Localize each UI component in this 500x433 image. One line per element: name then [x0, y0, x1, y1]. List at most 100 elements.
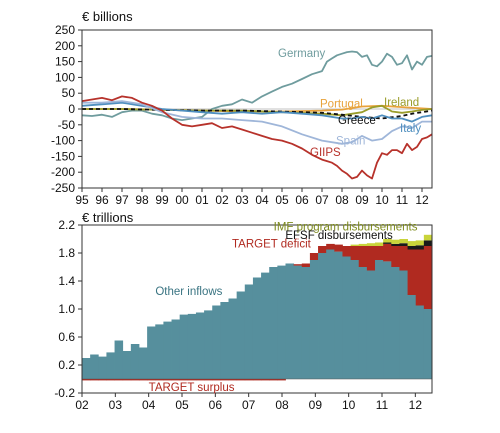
top-y-tick-label: 250 — [55, 23, 75, 37]
financing-chart: € trillions 2.2 1.8 1.4 1.0 0.6 0.2 -0.202 03 04… — [54, 210, 433, 412]
bar-target-surplus — [122, 379, 132, 381]
bar-target-surplus — [147, 379, 156, 381]
bar-imf-program-disbursements — [423, 234, 433, 241]
top-x-tick-label: 10 — [375, 193, 389, 207]
bar-other-inflows — [228, 298, 238, 379]
bottom-x-tick-label: 07 — [242, 398, 256, 412]
bar-target-deficit — [415, 249, 425, 306]
top-x-tick-label: 02 — [215, 193, 229, 207]
bar-imf-program-disbursements — [366, 243, 376, 246]
bar-other-inflows — [301, 267, 311, 379]
top-y-tick-label: 0 — [68, 102, 75, 116]
bar-efsf-disbursements — [407, 246, 417, 250]
bar-other-inflows — [82, 358, 91, 379]
top-y-tick-label: -250 — [51, 181, 75, 195]
bar-efsf-disbursements — [383, 242, 392, 244]
top-x-tick-label: 11 — [396, 193, 409, 207]
bar-target-surplus — [106, 379, 115, 381]
bar-other-inflows — [293, 265, 303, 379]
bottom-y-tick-label: -0.2 — [54, 386, 75, 400]
bar-other-inflows — [106, 352, 115, 379]
bar-other-inflows — [309, 260, 319, 379]
bar-target-deficit — [358, 246, 368, 267]
bar-target-deficit — [334, 244, 343, 252]
bar-efsf-disbursements — [399, 243, 408, 246]
label-ireland: Ireland — [384, 97, 419, 109]
bar-efsf-disbursements — [423, 240, 433, 246]
bar-target-surplus — [163, 379, 172, 381]
bar-other-inflows — [261, 272, 270, 379]
bottom-x-tick-label: 05 — [175, 398, 189, 412]
bar-target-deficit — [293, 264, 303, 266]
bar-imf-program-disbursements — [415, 240, 425, 246]
label-imf-program-disbursements: IMF program disbursements — [274, 222, 418, 234]
top-y-tick-label: 100 — [55, 70, 75, 84]
bar-target-deficit — [383, 243, 392, 262]
bottom-y-tick-label: 0.2 — [58, 358, 75, 372]
bar-other-inflows — [252, 277, 262, 379]
bar-target-surplus — [138, 379, 148, 381]
top-unit-label: € billions — [82, 9, 133, 24]
top-y-tick-label: 50 — [62, 86, 76, 100]
bar-imf-program-disbursements — [350, 244, 360, 246]
bar-other-inflows — [423, 309, 433, 379]
label-greece: Greece — [338, 115, 376, 127]
bottom-y-tick-label: 1.4 — [58, 274, 75, 288]
bottom-x-tick-label: 03 — [109, 398, 123, 412]
bar-other-inflows — [415, 305, 425, 379]
bar-other-inflows — [98, 356, 107, 379]
bar-efsf-disbursements — [391, 243, 400, 246]
label-target-surplus: TARGET surplus — [149, 382, 235, 394]
top-x-tick-label: 97 — [115, 193, 129, 207]
top-x-tick-label: 00 — [175, 193, 189, 207]
bar-target-surplus — [277, 379, 286, 381]
bar-other-inflows — [187, 313, 197, 379]
bar-target-deficit — [423, 246, 433, 309]
bar-target-deficit — [375, 246, 384, 260]
bottom-x-tick-label: 04 — [142, 398, 156, 412]
bar-other-inflows — [277, 265, 286, 379]
bar-other-inflows — [407, 295, 417, 379]
bar-other-inflows — [90, 354, 99, 379]
bar-other-inflows — [155, 324, 164, 379]
top-x-tick-label: 09 — [355, 193, 369, 207]
top-y-tick-label: -100 — [51, 134, 75, 148]
label-spain: Spain — [336, 135, 365, 147]
bar-other-inflows — [375, 260, 384, 379]
bilateral-positions-chart: € billions 250200150100500-50-100-150-20… — [51, 9, 433, 207]
bar-other-inflows — [285, 263, 295, 379]
top-x-tick-label: 12 — [415, 193, 429, 207]
bar-target-surplus — [244, 379, 254, 381]
bar-target-deficit — [326, 243, 335, 250]
bar-other-inflows — [383, 261, 392, 379]
bar-other-inflows — [399, 270, 408, 379]
bar-other-inflows — [391, 267, 400, 379]
top-x-tick-label: 07 — [315, 193, 329, 207]
top-plot-frame — [81, 29, 433, 189]
bar-other-inflows — [318, 253, 327, 379]
bottom-x-tick-label: 11 — [376, 398, 389, 412]
top-x-tick-label: 05 — [275, 193, 289, 207]
bar-imf-program-disbursements — [375, 242, 384, 246]
bottom-plot-frame — [81, 224, 433, 394]
bar-imf-program-disbursements — [407, 241, 417, 246]
bar-target-surplus — [171, 379, 181, 381]
bottom-x-tick-label: 06 — [209, 398, 223, 412]
label-giips: GIIPS — [310, 147, 341, 159]
bar-target-surplus — [195, 379, 205, 381]
bar-target-surplus — [98, 379, 107, 381]
label-target-deficit: TARGET deficit — [232, 238, 312, 250]
bar-target-deficit — [318, 246, 327, 253]
top-x-tick-label: 04 — [255, 193, 269, 207]
bar-other-inflows — [358, 267, 368, 379]
bar-target-surplus — [236, 379, 246, 381]
bar-other-inflows — [147, 326, 156, 379]
bottom-unit-label: € trillions — [82, 210, 134, 225]
bar-other-inflows — [220, 302, 229, 379]
bar-other-inflows — [130, 344, 140, 379]
bottom-x-tick-label: 08 — [275, 398, 289, 412]
top-x-tick-label: 96 — [95, 193, 109, 207]
series-line-germany — [81, 50, 433, 121]
